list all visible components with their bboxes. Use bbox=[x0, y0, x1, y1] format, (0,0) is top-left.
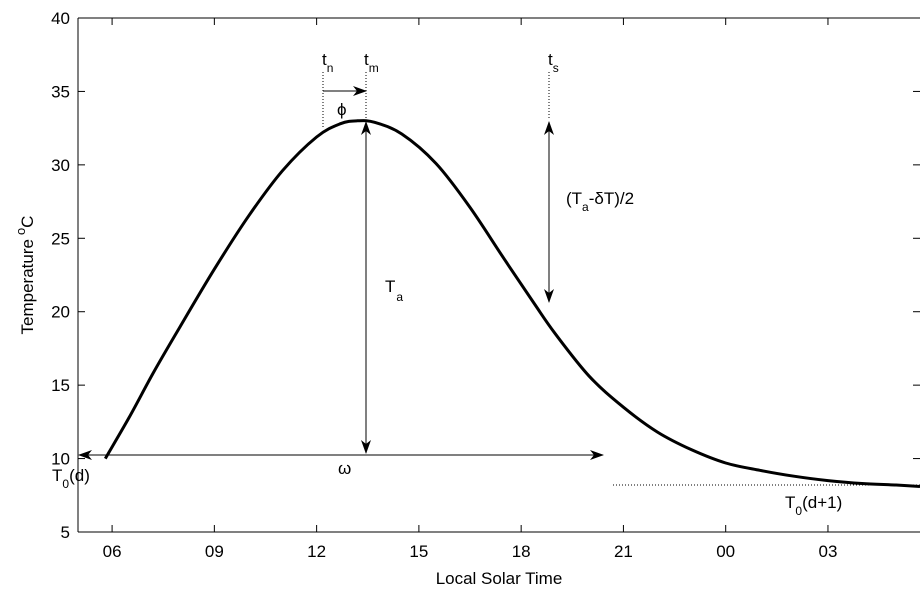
x-tick-label: 12 bbox=[307, 542, 326, 561]
x-tick-label: 15 bbox=[409, 542, 428, 561]
t0d1-label: T0(d+1) bbox=[785, 493, 842, 518]
tm-label: tm bbox=[364, 50, 379, 75]
x-tick-label: 06 bbox=[103, 542, 122, 561]
ts-label: ts bbox=[548, 50, 559, 75]
phi-label: ϕ bbox=[337, 100, 347, 119]
x-ticks: 06 09 12 15 18 21 00 03 bbox=[103, 18, 837, 561]
x-tick-label: 18 bbox=[512, 542, 531, 561]
y-tick-label: 20 bbox=[51, 303, 70, 322]
x-axis-label: Local Solar Time bbox=[436, 569, 563, 588]
x-tick-label: 21 bbox=[614, 542, 633, 561]
plot-area bbox=[77, 17, 920, 533]
decay-label: (Ta-δT)/2 bbox=[566, 189, 634, 214]
y-tick-label: 5 bbox=[61, 523, 70, 542]
y-tick-label: 10 bbox=[51, 450, 70, 469]
y-ticks: 5 10 15 20 25 30 35 40 bbox=[51, 9, 920, 542]
y-tick-label: 35 bbox=[51, 82, 70, 101]
x-tick-label: 00 bbox=[716, 542, 735, 561]
x-tick-label: 09 bbox=[205, 542, 224, 561]
ta-label: Ta bbox=[385, 277, 403, 304]
y-tick-label: 40 bbox=[51, 9, 70, 28]
y-tick-label: 25 bbox=[51, 229, 70, 248]
y-axis-label: TemperatureoC bbox=[13, 216, 37, 335]
tn-label: tn bbox=[322, 50, 333, 75]
t0d-label: T0(d) bbox=[52, 466, 90, 491]
omega-label: ω bbox=[338, 459, 351, 478]
y-tick-label: 30 bbox=[51, 156, 70, 175]
y-tick-label: 15 bbox=[51, 376, 70, 395]
temperature-curve bbox=[103, 119, 920, 488]
x-tick-label: 03 bbox=[818, 542, 837, 561]
